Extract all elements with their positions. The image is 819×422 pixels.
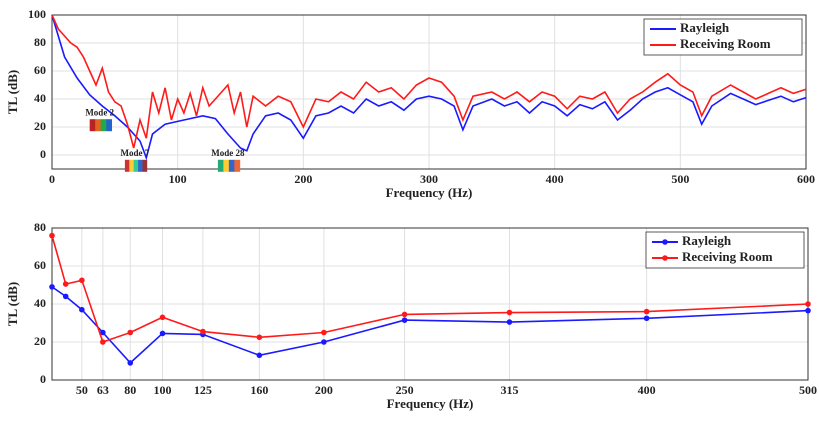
x-tick-label: 80 [124,383,136,397]
mode-shape-icon [134,160,139,172]
y-tick-label: 0 [40,372,46,386]
y-tick-label: 60 [34,63,46,77]
legend-marker [662,255,668,261]
point [200,329,206,335]
point [160,315,166,321]
point [402,312,408,318]
point [507,319,513,325]
y-tick-label: 0 [40,147,46,161]
x-tick-label: 100 [154,383,172,397]
mode-shape-icon [138,160,143,172]
point [805,308,811,314]
mode-shape-icon [95,119,101,131]
point [644,315,650,321]
point [257,334,263,340]
point [507,310,513,316]
mode-shape-icon [218,160,224,172]
mode-shape-icon [223,160,229,172]
chart: 0204060801000100200300400500600Frequency… [0,0,819,417]
point [321,339,327,345]
mode-shape-icon [125,160,130,172]
legend-label: Receiving Room [682,249,773,264]
mode-shape-icon [142,160,147,172]
point [127,330,133,336]
point [127,360,133,366]
annotation: Mode 2 [85,107,114,117]
annotation: Mode 28 [211,148,245,158]
y-tick-label: 60 [34,258,46,272]
mode-shape-icon [90,119,96,131]
x-tick-label: 600 [797,172,815,186]
x-tick-label: 160 [250,383,268,397]
x-axis-title: Frequency (Hz) [387,396,474,411]
point [321,330,327,336]
mode-shape-icon [106,119,112,131]
x-tick-label: 200 [315,383,333,397]
y-tick-label: 80 [34,35,46,49]
point [63,294,69,300]
point [63,281,69,287]
mode-shape-icon [234,160,240,172]
legend-label: Rayleigh [682,233,732,248]
point [49,284,55,290]
point [79,277,85,283]
y-axis-title: TL (dB) [5,282,20,326]
x-tick-label: 200 [294,172,312,186]
legend-label: Rayleigh [680,20,730,35]
legend-marker [662,239,668,245]
y-tick-label: 100 [28,7,46,21]
point [257,353,263,359]
mode-shape-icon [101,119,107,131]
point [79,307,85,313]
x-tick-label: 125 [194,383,212,397]
y-tick-label: 20 [34,334,46,348]
annotation: Mode 7 [121,148,150,158]
point [402,317,408,323]
mode-shape-icon [129,160,134,172]
x-tick-label: 400 [546,172,564,186]
x-tick-label: 315 [500,383,518,397]
x-tick-label: 100 [169,172,187,186]
y-tick-label: 40 [34,91,46,105]
x-tick-label: 0 [49,172,55,186]
x-tick-label: 250 [396,383,414,397]
x-tick-label: 500 [671,172,689,186]
y-axis-title: TL (dB) [5,70,20,114]
point [805,301,811,307]
y-tick-label: 80 [34,220,46,234]
point [100,339,106,345]
legend-label: Receiving Room [680,36,771,51]
mode-shape-icon [229,160,235,172]
page: 0204060801000100200300400500600Frequency… [0,0,819,422]
point [49,233,55,239]
x-axis-title: Frequency (Hz) [386,185,473,200]
x-tick-label: 300 [420,172,438,186]
point [644,309,650,315]
x-tick-label: 63 [97,383,109,397]
y-tick-label: 20 [34,119,46,133]
x-tick-label: 500 [799,383,817,397]
point [160,331,166,337]
x-tick-label: 50 [76,383,88,397]
x-tick-label: 400 [638,383,656,397]
y-tick-label: 40 [34,296,46,310]
